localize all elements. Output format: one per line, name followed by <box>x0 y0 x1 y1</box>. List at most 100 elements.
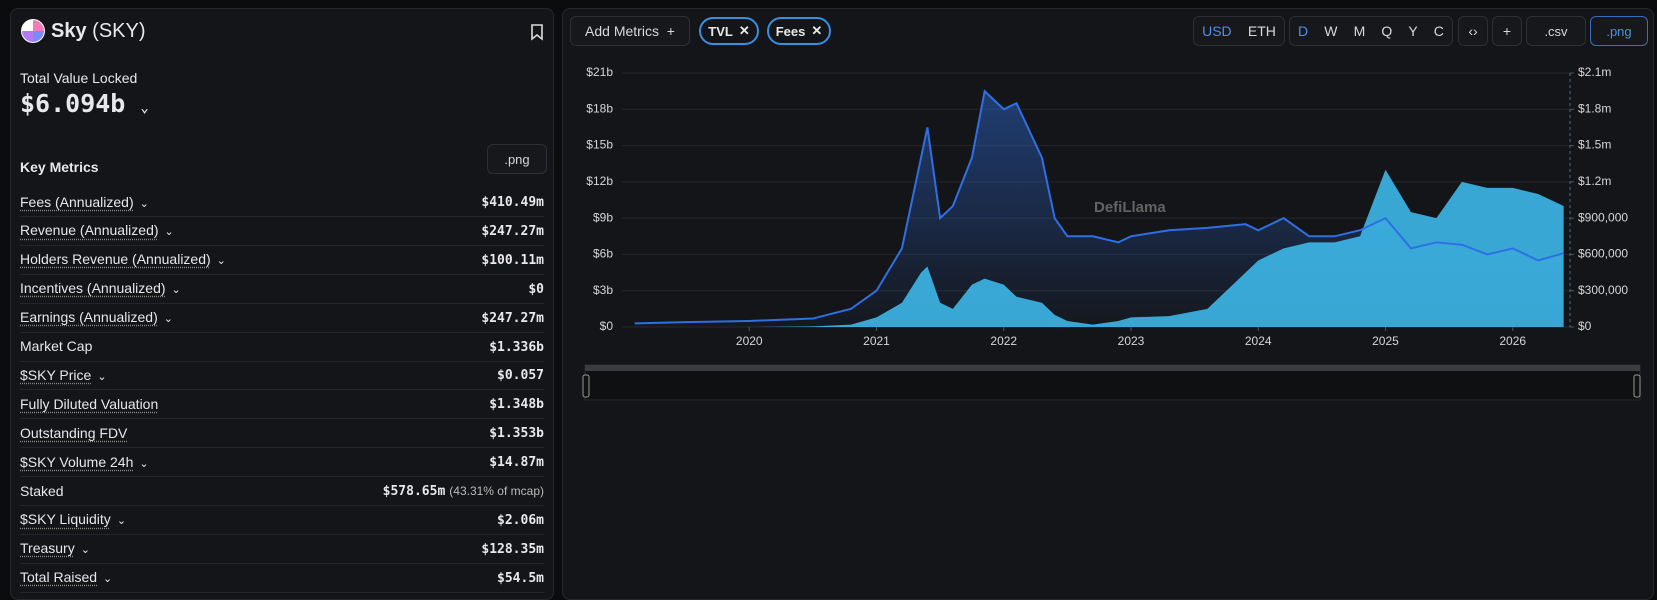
y-tick-label: $15b <box>586 138 613 152</box>
metric-value: $0.057 <box>497 368 544 384</box>
metric-name: Fully Diluted Valuation <box>20 395 159 412</box>
metric-name: Incentives (Annualized) <box>20 280 166 297</box>
metric-row: Fees (Annualized) ⌄ $410.49m <box>20 187 544 217</box>
chevron: ⌄ <box>80 544 90 557</box>
metric-value-wrap: $0 <box>528 280 544 297</box>
metric-value: $100.11m <box>481 252 544 268</box>
metric-row: $SKY Price ⌄ $0.057 <box>20 360 544 391</box>
embed-button[interactable]: ‹› <box>1458 16 1488 46</box>
protocol-name: Sky <box>51 20 87 42</box>
metric-label: Holders Revenue (Annualized) ⌄ <box>20 251 226 267</box>
range-handle[interactable] <box>582 374 590 398</box>
metric-name: Fees (Annualized) <box>20 193 134 210</box>
csv-button[interactable]: .csv <box>1526 16 1586 46</box>
add-button[interactable]: + <box>1492 16 1522 46</box>
metric-name: Staked <box>20 482 64 499</box>
png-button[interactable]: .png <box>487 144 547 174</box>
area <box>634 169 1564 327</box>
y2-tick-label: $1.5m <box>1578 138 1611 152</box>
metric-chip[interactable]: TVL ✕ <box>699 17 759 45</box>
metric-name: Treasury <box>20 540 75 557</box>
chevron: ⌄ <box>171 284 181 297</box>
period-option[interactable]: C <box>1433 23 1444 39</box>
metric-value-wrap: $128.35m <box>481 540 544 557</box>
metric-row: Outstanding FDV $1.353b <box>20 418 544 449</box>
metric-value-wrap: $247.27m <box>481 222 544 239</box>
currency-option[interactable]: ETH <box>1247 23 1276 39</box>
period-option[interactable]: Y <box>1408 23 1418 39</box>
metric-value: $128.35m <box>481 541 544 557</box>
metric-row: Holders Revenue (Annualized) ⌄ $100.11m <box>20 245 544 275</box>
tvl-value[interactable]: $6.094b ⌄ <box>20 89 149 118</box>
x-tick-label: 2026 <box>1499 334 1526 348</box>
range-handle[interactable] <box>1633 374 1641 398</box>
metric-chip[interactable]: Fees ✕ <box>767 17 831 45</box>
chevron: ⌄ <box>116 515 127 528</box>
metric-value-wrap: $578.65m (43.31% of mcap) <box>383 482 544 499</box>
period-option[interactable]: D <box>1298 23 1309 39</box>
period-option[interactable]: M <box>1353 23 1366 39</box>
y-tick-label: $12b <box>586 174 613 188</box>
metric-row: Fully Diluted Valuation $1.348b <box>20 389 544 420</box>
png-button[interactable]: .png <box>1590 16 1648 46</box>
metric-name: $SKY Liquidity <box>20 511 111 528</box>
y-tick-label: $9b <box>593 210 613 224</box>
y2-tick-label: $900,000 <box>1578 210 1628 224</box>
legend-label: Fees <box>775 23 806 39</box>
add-metrics-label: Add Metrics <box>585 23 659 39</box>
metric-value: $1.336b <box>489 339 544 355</box>
metric-value-wrap: $410.49m <box>481 193 544 210</box>
metric-name: Earnings (Annualized) <box>20 309 158 326</box>
period-option[interactable]: W <box>1324 23 1338 39</box>
chevron: ⌄ <box>164 226 174 239</box>
line <box>634 89 1564 325</box>
info-panel: Sky (SKY) Total Value Locked $6.094b ⌄ K… <box>10 8 554 600</box>
metric-name: Outstanding FDV <box>20 424 128 441</box>
metric-value-wrap: $14.87m <box>489 453 544 470</box>
metric-value: $2.06m <box>497 512 544 528</box>
add-metrics-button[interactable]: Add Metrics + <box>570 16 690 46</box>
metric-row: Earnings (Annualized) ⌄ $247.27m <box>20 303 544 333</box>
y2-tick-label: $0 <box>1578 319 1592 333</box>
x-tick-label: 2024 <box>1245 334 1272 348</box>
x-tick-label: 2020 <box>736 334 763 348</box>
period-option[interactable]: Q <box>1381 23 1393 39</box>
metric-value-wrap: $1.336b <box>489 338 544 355</box>
metric-value: $247.27m <box>481 223 544 239</box>
metric-value: $0 <box>528 281 544 297</box>
protocol-title: Sky (SKY) <box>51 20 146 43</box>
y2-tick-label: $2.1m <box>1578 65 1611 79</box>
metric-label: $SKY Volume 24h ⌄ <box>20 454 149 470</box>
currency-option[interactable]: USD <box>1202 23 1232 39</box>
metric-label: $SKY Price ⌄ <box>20 367 107 383</box>
metric-label: Incentives (Annualized) ⌄ <box>20 280 181 296</box>
metric-value: $1.353b <box>489 426 544 442</box>
metric-value-wrap: $1.348b <box>489 395 544 412</box>
bookmark-icon[interactable] <box>529 23 545 41</box>
y-tick-label: $18b <box>586 101 613 115</box>
y2-tick-label: $600,000 <box>1578 247 1628 261</box>
metric-value-wrap: $54.5m <box>497 569 544 586</box>
metric-label: Fees (Annualized) ⌄ <box>20 194 149 210</box>
metric-label: Fully Diluted Valuation <box>20 396 158 412</box>
metric-row: Market Cap $1.336b <box>20 332 544 362</box>
metric-name: Holders Revenue (Annualized) <box>20 251 211 268</box>
y-tick-label: $6b <box>593 247 613 261</box>
currency-toggle: USD ETH <box>1193 16 1285 46</box>
protocol-ticker: (SKY) <box>92 20 146 42</box>
page: Sky (SKY) Total Value Locked $6.094b ⌄ K… <box>10 8 1654 600</box>
tvl-amount: $6.094b <box>20 89 126 118</box>
metric-label: Market Cap <box>20 338 92 354</box>
metric-row: Revenue (Annualized) ⌄ $247.27m <box>20 216 544 246</box>
metric-label: Earnings (Annualized) ⌄ <box>20 309 173 325</box>
metric-label: Total Raised ⌄ <box>20 569 112 585</box>
range-slider-bar <box>585 365 1640 371</box>
y-tick-label: $21b <box>586 65 613 79</box>
metric-label: Staked <box>20 483 64 499</box>
metric-name: $SKY Price <box>20 366 92 383</box>
x-tick-label: 2022 <box>990 334 1017 348</box>
key-metrics-title: Key Metrics <box>20 159 99 175</box>
metric-row: Treasury ⌄ $128.35m <box>20 534 544 564</box>
metric-value: $578.65m <box>382 484 446 499</box>
